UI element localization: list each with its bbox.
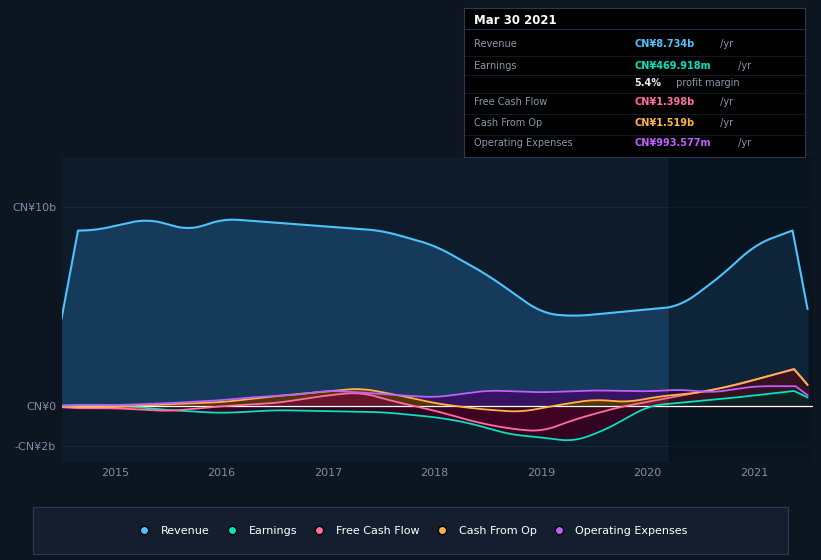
- Text: CN¥1.398b: CN¥1.398b: [635, 97, 695, 107]
- Legend: Revenue, Earnings, Free Cash Flow, Cash From Op, Operating Expenses: Revenue, Earnings, Free Cash Flow, Cash …: [129, 521, 692, 540]
- Text: /yr: /yr: [735, 61, 751, 71]
- Text: CN¥8.734b: CN¥8.734b: [635, 39, 695, 49]
- Text: Mar 30 2021: Mar 30 2021: [474, 15, 557, 27]
- Text: /yr: /yr: [735, 138, 751, 148]
- Bar: [669, 157, 813, 462]
- Text: Revenue: Revenue: [474, 39, 517, 49]
- Text: CN¥469.918m: CN¥469.918m: [635, 61, 711, 71]
- Text: Free Cash Flow: Free Cash Flow: [474, 97, 548, 107]
- Text: Earnings: Earnings: [474, 61, 516, 71]
- Text: /yr: /yr: [718, 97, 733, 107]
- Text: /yr: /yr: [718, 39, 733, 49]
- Text: CN¥993.577m: CN¥993.577m: [635, 138, 711, 148]
- Text: /yr: /yr: [718, 118, 733, 128]
- Text: CN¥1.519b: CN¥1.519b: [635, 118, 695, 128]
- Text: Operating Expenses: Operating Expenses: [474, 138, 573, 148]
- Text: 5.4%: 5.4%: [635, 78, 661, 87]
- Text: Cash From Op: Cash From Op: [474, 118, 543, 128]
- Text: profit margin: profit margin: [673, 78, 740, 87]
